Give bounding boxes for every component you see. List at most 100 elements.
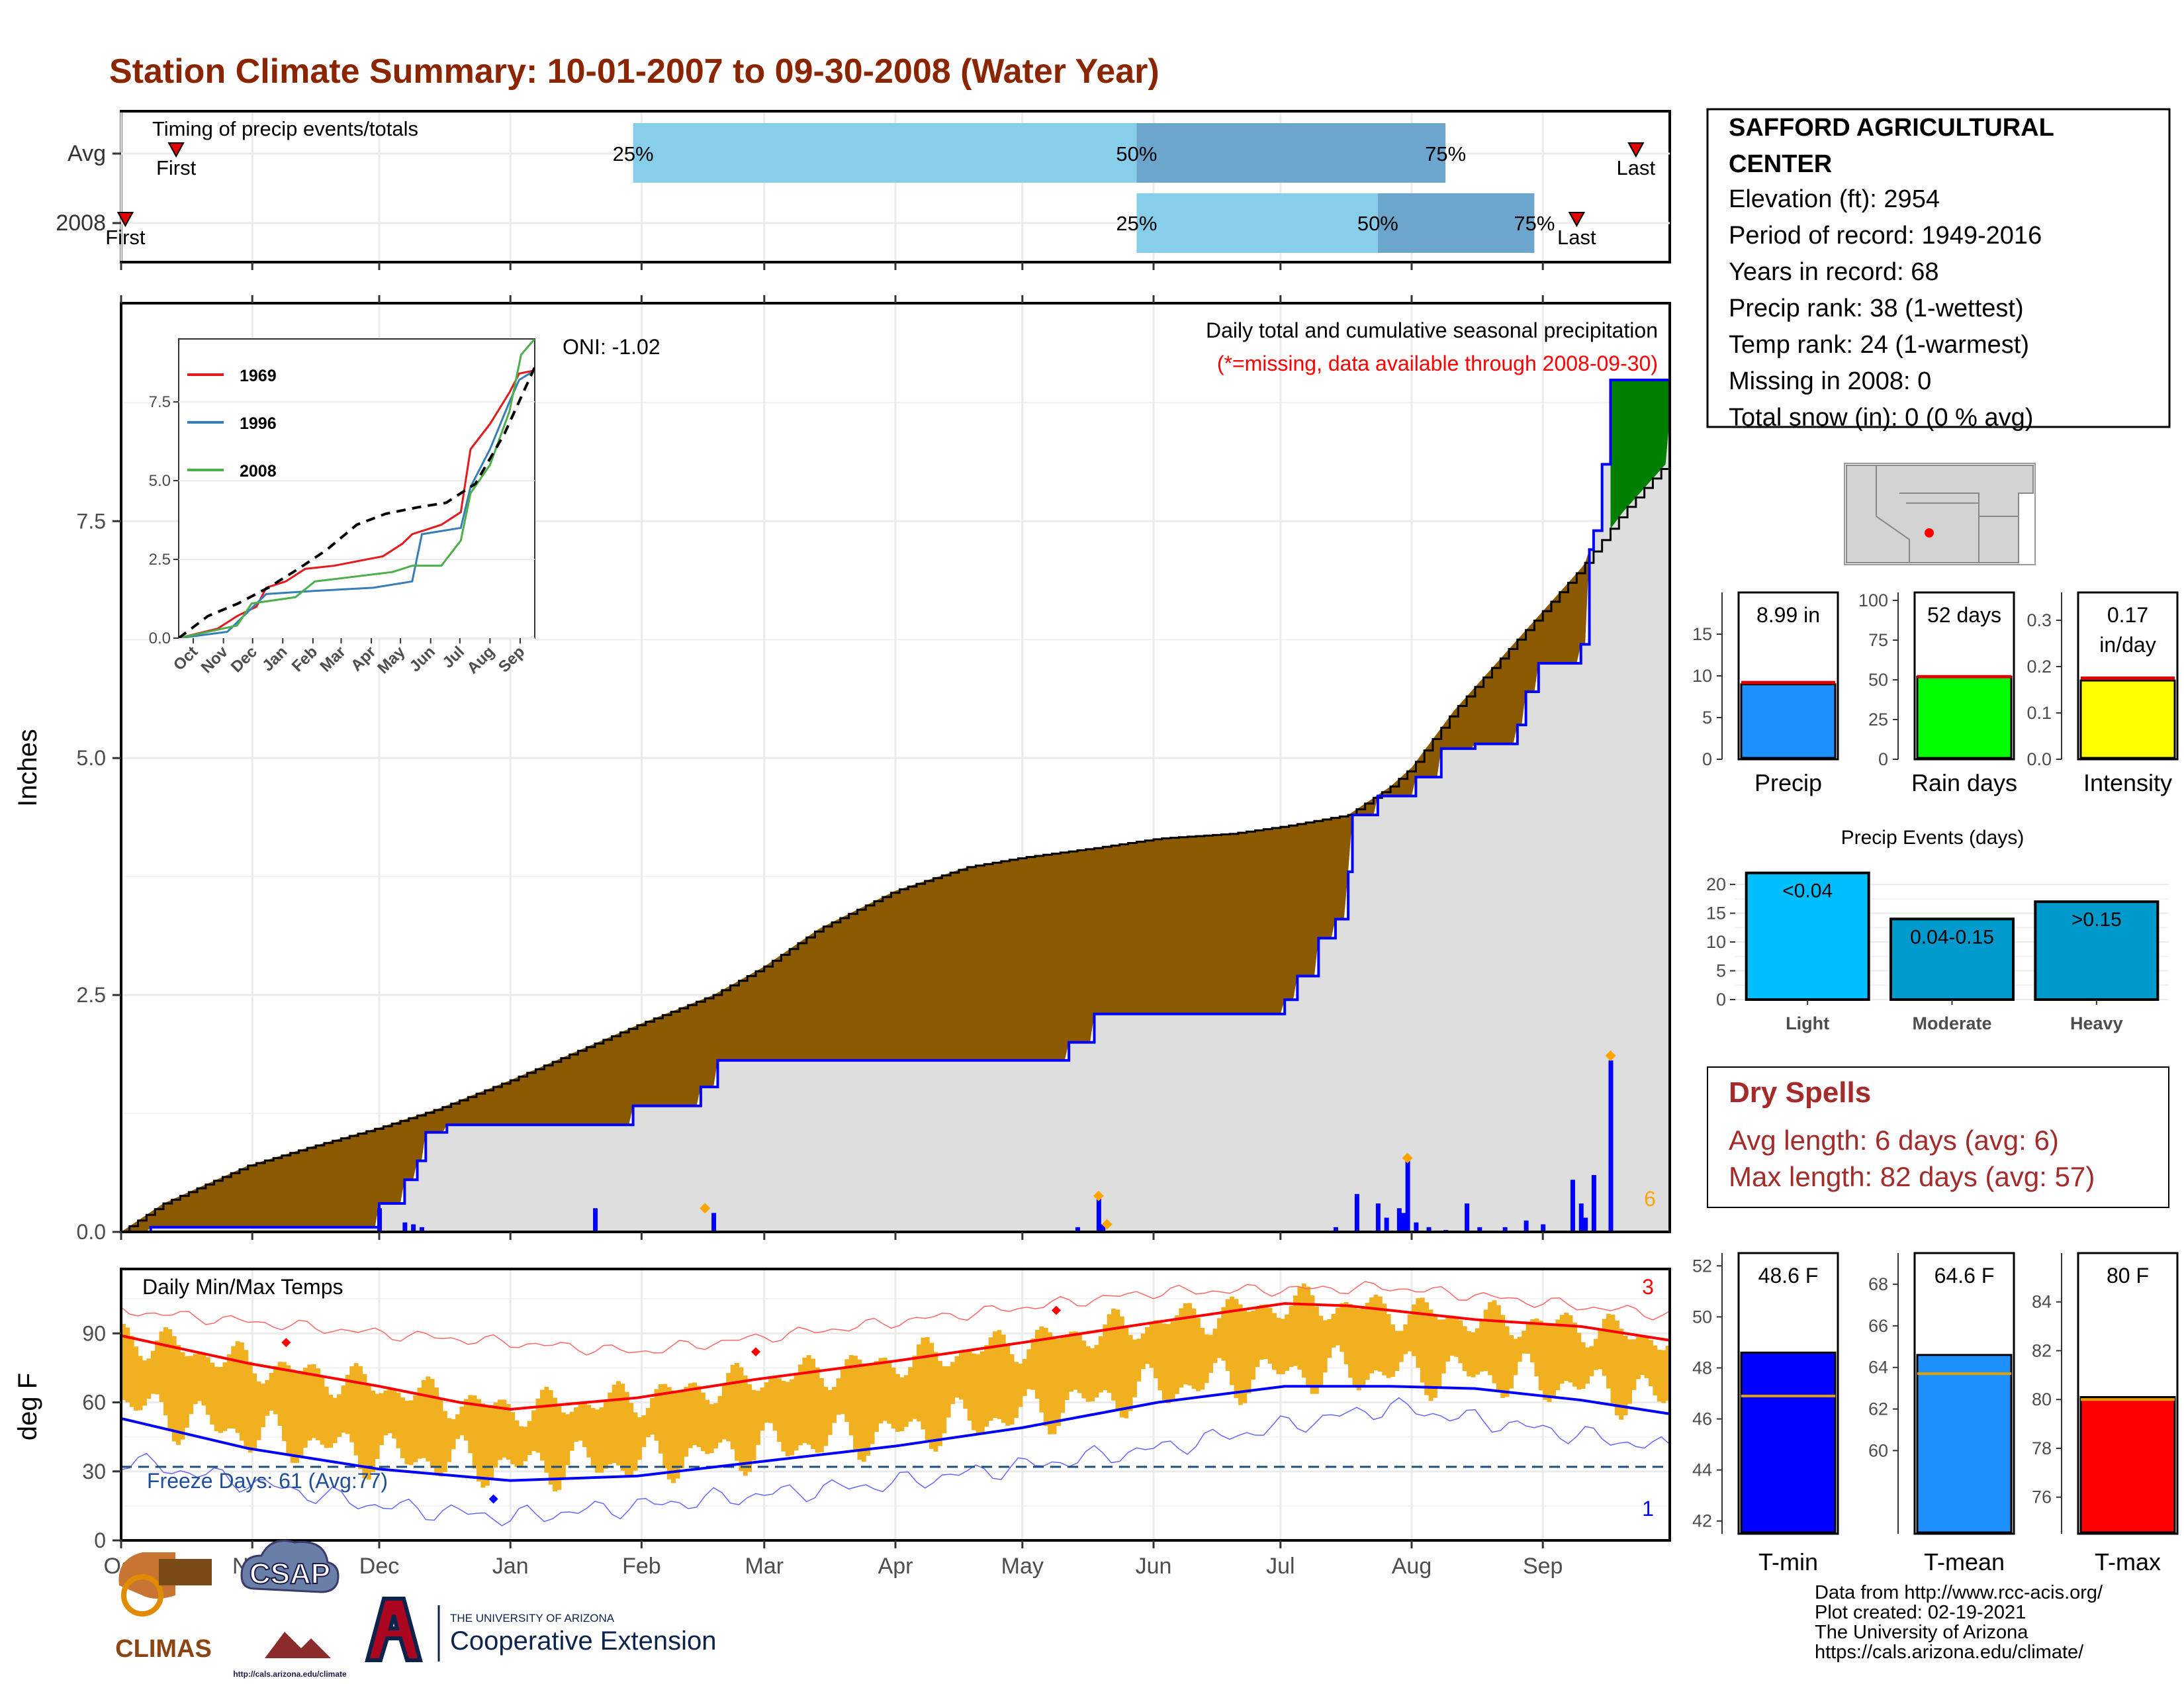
daily-temp-range-bar bbox=[430, 1379, 435, 1468]
daily-temp-range-bar bbox=[899, 1377, 905, 1432]
avg-first-label: First bbox=[156, 156, 197, 179]
daily-temp-range-bar bbox=[950, 1362, 956, 1405]
daily-temp-range-bar bbox=[1420, 1297, 1425, 1383]
daily-temp-range-bar bbox=[484, 1405, 490, 1486]
precip-ytick-label: 0.0 bbox=[77, 1220, 106, 1244]
daily-precip-bar bbox=[1524, 1220, 1529, 1232]
daily-temp-range-bar bbox=[1161, 1323, 1167, 1400]
summary-bar-ytick-label: 75 bbox=[1868, 630, 1888, 650]
daily-temp-range-bar bbox=[1077, 1335, 1082, 1393]
daily-temp-range-bar bbox=[383, 1390, 388, 1436]
daily-temp-range-bar bbox=[1398, 1331, 1404, 1362]
daily-temp-range-bar bbox=[1018, 1364, 1023, 1407]
csap-logo-url: http://cals.arizona.edu/climate bbox=[233, 1669, 347, 1679]
daily-temp-range-bar bbox=[1424, 1302, 1430, 1395]
daily-temp-range-bar bbox=[1064, 1335, 1069, 1401]
summary-bar-fill bbox=[2079, 679, 2176, 759]
daily-precip-bar bbox=[1578, 1203, 1584, 1232]
daily-temp-range-bar bbox=[146, 1358, 152, 1399]
daily-temp-range-bar bbox=[790, 1379, 795, 1456]
daily-temp-range-bar bbox=[1225, 1299, 1230, 1371]
cumulative-2008-area bbox=[121, 379, 1670, 1233]
daily-temp-range-bar bbox=[1382, 1303, 1387, 1376]
station-period: Period of record: 1949-2016 bbox=[1729, 222, 2042, 250]
temp-summary-ytick-label: 82 bbox=[2032, 1340, 2052, 1360]
daily-temp-range-bar bbox=[1589, 1346, 1594, 1376]
temp-summary-fill bbox=[2079, 1396, 2176, 1534]
daily-temp-range-bar bbox=[1230, 1296, 1234, 1385]
daily-temp-range-bar bbox=[273, 1366, 279, 1415]
temp-summary-bar-t-min: 42 44 46 48 50 52 48.6 F T-min bbox=[1692, 1252, 1839, 1575]
daily-temp-range-bar bbox=[1631, 1339, 1637, 1390]
daily-precip-bar bbox=[1333, 1227, 1338, 1232]
daily-temp-range-bar bbox=[1034, 1330, 1040, 1399]
daily-temp-range-bar bbox=[1614, 1320, 1619, 1416]
daily-temp-range-bar bbox=[277, 1362, 283, 1426]
timing-bar-q50-q75 bbox=[1136, 123, 1446, 183]
summary-bar-ytick-label: 50 bbox=[1868, 670, 1888, 690]
events-ytick-label: 15 bbox=[1706, 904, 1726, 923]
daily-temp-range-bar bbox=[1048, 1332, 1053, 1434]
inset-line-2008 bbox=[179, 339, 535, 638]
events-bar-heavy bbox=[2034, 900, 2160, 1002]
daily-temp-range-bar bbox=[1285, 1314, 1290, 1371]
daily-temp-range-bar bbox=[125, 1327, 130, 1403]
summary-bar-ytick-label: 10 bbox=[1692, 666, 1712, 686]
temp-summary-value-label: 80 F bbox=[2107, 1264, 2149, 1288]
daily-temp-range-bar bbox=[404, 1401, 410, 1464]
daily-precip-bar bbox=[593, 1208, 598, 1232]
daily-temp-range-bar bbox=[751, 1389, 756, 1461]
daily-temp-range-bar bbox=[1504, 1326, 1510, 1397]
daily-temp-range-bar bbox=[1289, 1305, 1294, 1368]
daily-temp-range-bar bbox=[1593, 1338, 1598, 1370]
daily-temp-range-bar bbox=[345, 1374, 350, 1434]
daily-temp-range-bar bbox=[1005, 1343, 1011, 1426]
daily-temp-range-bar bbox=[666, 1387, 672, 1479]
daily-temp-range-bar bbox=[954, 1356, 960, 1398]
daily-temp-range-bar bbox=[882, 1357, 887, 1421]
daily-temp-range-bar bbox=[569, 1411, 574, 1451]
daily-precip-bar bbox=[1477, 1227, 1482, 1232]
daily-temp-range-bar bbox=[459, 1406, 465, 1436]
temp-summary-ytick-label: 50 bbox=[1692, 1307, 1712, 1327]
month-label-Sep: Sep bbox=[1523, 1554, 1563, 1579]
daily-temp-range-bar bbox=[958, 1351, 964, 1400]
heavy-event-marker bbox=[700, 1203, 711, 1214]
daily-temp-range-bar bbox=[819, 1378, 824, 1452]
daily-temp-range-bar bbox=[743, 1376, 748, 1476]
daily-temp-range-bar bbox=[688, 1383, 693, 1448]
daily-temp-range-bar bbox=[265, 1380, 270, 1416]
temp-summary-ytick-label: 60 bbox=[1868, 1440, 1888, 1460]
daily-temp-range-bar bbox=[709, 1404, 714, 1454]
daily-temp-range-bar bbox=[1551, 1323, 1556, 1398]
daily-temp-range-bar bbox=[891, 1367, 896, 1429]
avg-min-temp-line bbox=[120, 1385, 1670, 1482]
legend-label-1996: 1996 bbox=[240, 414, 277, 433]
inset-legend: 1969 1996 2008 bbox=[187, 367, 277, 481]
daily-temp-range-bar bbox=[840, 1368, 845, 1415]
daily-temp-range-bar bbox=[531, 1410, 537, 1452]
daily-temp-range-bar bbox=[921, 1337, 926, 1430]
daily-temp-range-bar bbox=[785, 1382, 790, 1457]
daily-temp-range-bar bbox=[1246, 1311, 1251, 1394]
daily-temp-range-bar bbox=[848, 1355, 854, 1436]
daily-temp-range-bar bbox=[1115, 1309, 1120, 1411]
daily-temp-range-bar bbox=[1119, 1316, 1124, 1418]
daily-temp-range-bar bbox=[1522, 1331, 1527, 1354]
daily-temp-range-bar bbox=[802, 1357, 807, 1443]
daily-temp-range-bar bbox=[544, 1386, 549, 1473]
daily-precip-bar bbox=[1583, 1217, 1588, 1232]
daily-temp-range-bar bbox=[1585, 1347, 1590, 1384]
daily-temp-range-bar bbox=[1014, 1362, 1019, 1418]
station-location-marker bbox=[1925, 528, 1934, 538]
daily-temp-range-bar bbox=[578, 1403, 583, 1441]
station-temp-rank: Temp rank: 24 (1-warmest) bbox=[1729, 331, 2029, 359]
temp-ytick-label: 90 bbox=[82, 1321, 106, 1345]
daily-temp-range-bar bbox=[768, 1378, 774, 1423]
daily-temp-range-bar bbox=[654, 1389, 659, 1441]
summary-bar-value-label: 52 days bbox=[1927, 603, 2001, 627]
daily-temp-range-bar bbox=[1179, 1308, 1184, 1388]
daily-temp-range-bar bbox=[362, 1374, 367, 1479]
inset-line-1969 bbox=[179, 369, 535, 638]
daily-temp-range-bar bbox=[1416, 1298, 1421, 1368]
